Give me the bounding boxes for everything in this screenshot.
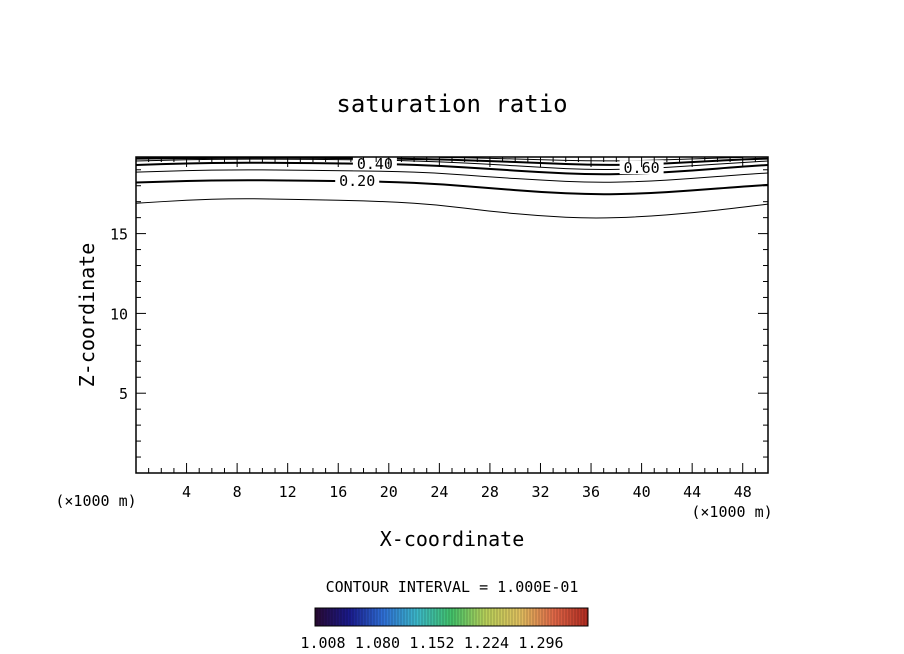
- y-axis-ticks: 5 10 15: [110, 169, 768, 458]
- x-tick-label-12: 12: [279, 483, 297, 501]
- contour-label-2: 0.60: [624, 159, 660, 177]
- x-tick-label-8: 8: [233, 483, 242, 501]
- colorbar-label-2: 1.152: [409, 634, 454, 652]
- contour-label-1: 0.20: [339, 172, 375, 190]
- x-tick-label-44: 44: [683, 483, 701, 501]
- y-axis-label: Z-coordinate: [75, 243, 99, 388]
- contour-line-2: [136, 169, 768, 183]
- x-tick-label-20: 20: [380, 483, 398, 501]
- y-tick-label-15: 15: [110, 226, 128, 244]
- colorbar-labels: 1.008 1.080 1.152 1.224 1.296: [300, 634, 563, 652]
- x-unit-right: (×1000 m): [691, 503, 772, 521]
- y-tick-label-5: 5: [119, 385, 128, 403]
- contour-line-1: [136, 179, 768, 196]
- contour-interval-text: CONTOUR INTERVAL = 1.000E-01: [326, 578, 579, 596]
- x-tick-label-32: 32: [531, 483, 549, 501]
- colorbar-label-1: 1.080: [355, 634, 400, 652]
- plot-frame: [135, 156, 769, 474]
- x-tick-label-48: 48: [734, 483, 752, 501]
- contour-lines: [136, 157, 768, 219]
- x-tick-label-16: 16: [329, 483, 347, 501]
- colorbar-label-3: 1.224: [464, 634, 509, 652]
- contour-label-0: 0.40: [357, 155, 393, 173]
- x-tick-label-4: 4: [182, 483, 191, 501]
- colorbar-label-0: 1.008: [300, 634, 345, 652]
- contour-label-bg-1: [335, 172, 380, 187]
- contour-line-4: [136, 158, 768, 170]
- y-tick-label-10: 10: [110, 305, 128, 323]
- colorbar: [314, 607, 589, 627]
- contour-line-3: [136, 161, 768, 176]
- x-tick-label-40: 40: [633, 483, 651, 501]
- colorbar-stripes: [316, 608, 588, 626]
- x-tick-label-28: 28: [481, 483, 499, 501]
- colorbar-label-4: 1.296: [518, 634, 563, 652]
- x-tick-label-24: 24: [430, 483, 448, 501]
- x-unit-left: (×1000 m): [55, 492, 136, 510]
- x-axis-ticks: 4 8 12 16 20 24 28 32 36 40 44 48: [148, 157, 756, 501]
- contour-label-bg-2: [619, 160, 664, 175]
- x-tick-label-36: 36: [582, 483, 600, 501]
- x-axis-label: X-coordinate: [380, 527, 525, 551]
- contour-line-0: [136, 198, 768, 219]
- chart-title: saturation ratio: [336, 90, 567, 118]
